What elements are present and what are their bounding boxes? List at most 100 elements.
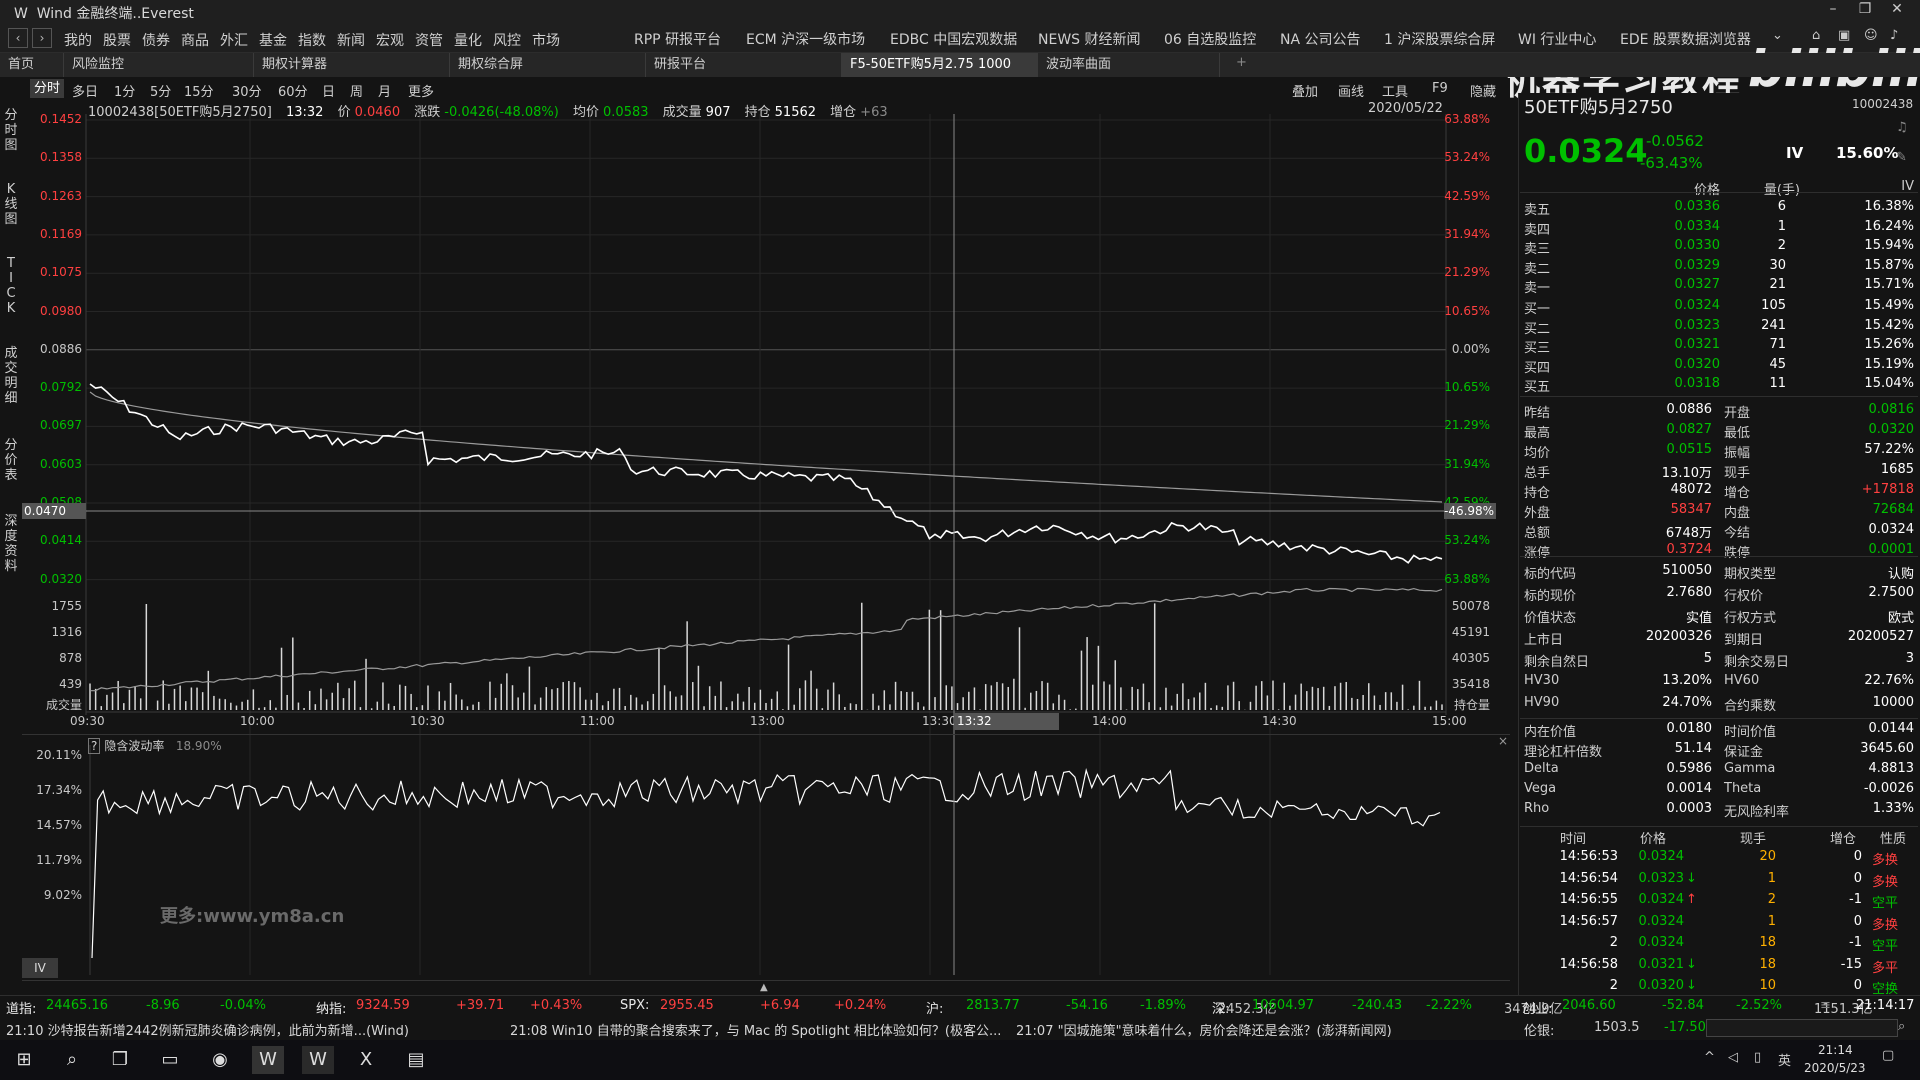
side-tab-4[interactable]: 分价表 xyxy=(2,438,20,483)
tray-chevron-icon[interactable]: ^ xyxy=(1704,1050,1715,1065)
tab-2[interactable]: 期权计算器 xyxy=(254,53,450,77)
file-explorer-icon[interactable]: ▭ xyxy=(161,1049,179,1070)
tab-6[interactable]: 波动率曲面 xyxy=(1038,53,1220,77)
close-panel-icon[interactable]: × xyxy=(1498,734,1509,748)
menu-item[interactable]: 资管 xyxy=(415,33,443,49)
tick-header: 价格 xyxy=(1640,832,1667,847)
period-1[interactable]: 多日 xyxy=(72,85,99,100)
side-tab-3[interactable]: 成交明细 xyxy=(2,346,20,406)
shortcut-button[interactable]: EDBC 中国宏观数据 xyxy=(890,32,1018,48)
excel-icon[interactable]: X xyxy=(359,1049,373,1070)
side-tab-char: 图 xyxy=(4,212,18,227)
help-icon[interactable]: ? xyxy=(88,738,101,754)
intraday-chart[interactable] xyxy=(0,0,1520,1000)
shortcut-button[interactable]: WI 行业中心 xyxy=(1518,32,1597,48)
shortcut-button[interactable]: NEWS 财经新闻 xyxy=(1038,32,1141,48)
volume-icon[interactable]: ◁ xyxy=(1728,1050,1738,1065)
bid-level-label: 买二 xyxy=(1524,321,1551,337)
search-input[interactable] xyxy=(1706,1019,1898,1037)
back-icon[interactable]: ‹ xyxy=(8,28,28,48)
menu-item[interactable]: 股票 xyxy=(103,33,131,49)
shortcut-button[interactable]: EDE 股票数据浏览器 xyxy=(1620,32,1751,48)
task-view-icon[interactable]: ❐ xyxy=(111,1049,129,1070)
tab-5[interactable]: F5-50ETF购5月2.75 1000 xyxy=(842,53,1038,77)
menu-item[interactable]: 外汇 xyxy=(220,33,248,49)
chart-tool-button[interactable]: 隐藏 xyxy=(1470,85,1497,100)
news-headline[interactable]: 21:08 Win10 自带的聚合搜索来了，与 Mac 的 Spotlight … xyxy=(510,1024,1002,1039)
chart-tool-button[interactable]: F9 xyxy=(1432,81,1448,96)
menu-item[interactable]: 宏观 xyxy=(376,33,404,49)
user-icon[interactable]: ☺ xyxy=(1864,28,1878,43)
minimize-icon[interactable]: – xyxy=(1829,1,1837,17)
period-5[interactable]: 30分 xyxy=(232,85,262,100)
window-icon[interactable]: ▣ xyxy=(1838,28,1851,43)
tab-0[interactable]: 首页 xyxy=(0,53,64,77)
period-8[interactable]: 周 xyxy=(350,85,364,100)
remote-desktop-icon[interactable]: ▤ xyxy=(407,1049,425,1070)
news-headline[interactable]: 21:10 沙特报告新增2442例新冠肺炎确诊病例，此前为新增...(Wind) xyxy=(6,1024,409,1039)
period-3[interactable]: 5分 xyxy=(150,85,172,100)
menu-item[interactable]: 市场 xyxy=(532,33,560,49)
windows-start-icon[interactable]: ⊞ xyxy=(16,1049,32,1070)
shortcut-button[interactable]: RPP 研报平台 xyxy=(634,32,722,48)
menu-item[interactable]: 新闻 xyxy=(337,33,365,49)
close-icon[interactable]: ✕ xyxy=(1891,1,1903,17)
period-6[interactable]: 60分 xyxy=(278,85,308,100)
menu-item[interactable]: 风控 xyxy=(493,33,521,49)
shortcut-button[interactable]: 1 沪深股票综合屏 xyxy=(1384,32,1496,48)
price-axis-label: 0.1358 xyxy=(40,150,82,165)
menu-item[interactable]: 商品 xyxy=(181,33,209,49)
menu-item[interactable]: 我的 xyxy=(64,33,92,49)
ask-price: 0.0329 xyxy=(1674,257,1721,273)
tab-4[interactable]: 研报平台 xyxy=(646,53,842,77)
side-tab-char: 成 xyxy=(4,346,18,361)
menu-item[interactable]: 债券 xyxy=(142,33,170,49)
collapse-icon[interactable]: ▲ xyxy=(760,982,768,993)
period-10[interactable]: 更多 xyxy=(408,85,435,100)
forward-icon[interactable]: › xyxy=(32,28,52,48)
ask-iv: 16.38% xyxy=(1864,199,1914,214)
chart-tool-button[interactable]: 工具 xyxy=(1382,85,1409,100)
shortcut-button[interactable]: ECM 沪深一级市场 xyxy=(746,32,866,48)
chrome-icon[interactable]: ◉ xyxy=(212,1049,228,1070)
side-tab-5[interactable]: 深度资料 xyxy=(2,514,20,574)
search-icon[interactable]: ⌕ xyxy=(66,1049,78,1070)
home-icon[interactable]: ⌂ xyxy=(1812,28,1821,43)
index-change: +6.94 xyxy=(760,998,800,1013)
period-7[interactable]: 日 xyxy=(322,85,336,100)
period-9[interactable]: 月 xyxy=(378,85,392,100)
chevron-down-icon[interactable]: ⌄ xyxy=(1772,28,1783,43)
edit-icon[interactable]: ✎ xyxy=(1896,150,1907,165)
notification-icon[interactable]: ▢ xyxy=(1882,1048,1895,1063)
search-icon[interactable]: ⌕ xyxy=(1898,1019,1906,1034)
shortcut-button[interactable]: 06 自选股监控 xyxy=(1164,32,1257,48)
side-tab-0[interactable]: 分时图 xyxy=(2,108,20,153)
chart-tool-button[interactable]: 叠加 xyxy=(1292,85,1319,100)
period-0[interactable]: 分时 xyxy=(30,79,65,98)
pct-axis-label: 42.59% xyxy=(1444,188,1490,203)
wind-app-icon[interactable]: W xyxy=(252,1046,284,1074)
menu-lines-icon[interactable]: ≡ xyxy=(1820,998,1831,1013)
news-headline[interactable]: 21:07 "因城施策"意味着什么，房价会降还是会涨？(澎湃新闻网) xyxy=(1016,1024,1392,1039)
chart-tool-button[interactable]: 画线 xyxy=(1338,85,1365,100)
bell-alert-icon[interactable]: ♫ xyxy=(1896,120,1908,135)
restore-icon[interactable]: ❐ xyxy=(1858,1,1872,17)
menu-item[interactable]: 基金 xyxy=(259,33,287,49)
add-tab-icon[interactable]: + xyxy=(1236,55,1247,70)
menu-item[interactable]: 指数 xyxy=(298,33,326,49)
volume-axis-label: 439 xyxy=(59,677,82,691)
period-4[interactable]: 15分 xyxy=(184,85,214,100)
bell-icon[interactable]: ♪ xyxy=(1890,28,1899,43)
shortcut-button[interactable]: NA 公司公告 xyxy=(1280,32,1361,48)
menu-item[interactable]: 量化 xyxy=(454,33,482,49)
ime-indicator[interactable]: 英 xyxy=(1778,1054,1792,1069)
tab-3[interactable]: 期权综合屏 xyxy=(450,53,646,77)
iv-tab[interactable]: IV xyxy=(22,958,58,978)
price-value: 0.0460 xyxy=(354,105,401,120)
wind-app-2-icon[interactable]: W xyxy=(302,1046,334,1074)
network-icon[interactable]: ▯ xyxy=(1754,1050,1762,1065)
tab-1[interactable]: 风险监控 xyxy=(64,53,254,77)
period-2[interactable]: 1分 xyxy=(114,85,136,100)
